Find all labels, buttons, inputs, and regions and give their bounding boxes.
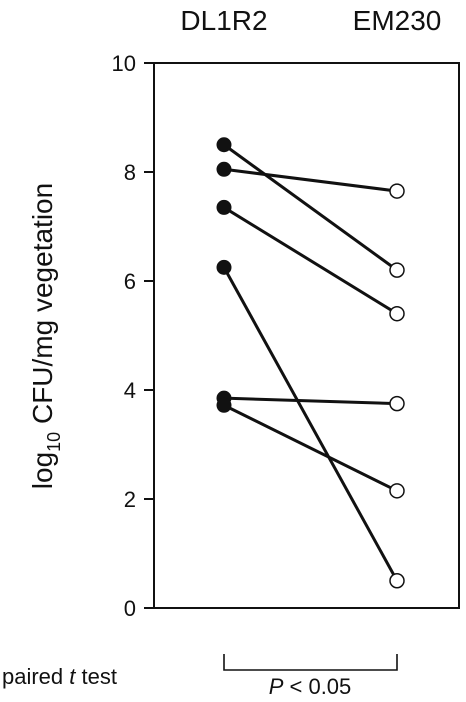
y-tick-label: 2 (124, 487, 136, 512)
point-em230 (389, 305, 405, 322)
test-label: paired t test (2, 664, 117, 689)
y-tick-label: 8 (124, 160, 136, 185)
point-em230 (389, 395, 405, 412)
pair-line (223, 206, 398, 315)
data-points (216, 137, 405, 589)
pair-line (223, 403, 398, 493)
column-label-dl1r2: DL1R2 (180, 5, 267, 36)
y-tick-label: 6 (124, 269, 136, 294)
point-em230 (389, 262, 405, 278)
point-dl1r2 (216, 199, 232, 215)
pair-line (222, 266, 399, 582)
point-em230 (389, 183, 405, 199)
significance-bracket (223, 654, 398, 671)
point-em230 (389, 483, 405, 499)
p-value: P < 0.05 (269, 674, 352, 699)
point-dl1r2 (216, 397, 232, 413)
y-tick-label: 0 (124, 596, 136, 621)
point-dl1r2 (216, 137, 232, 153)
pair-line (223, 396, 398, 406)
pair-line (223, 167, 398, 193)
y-tick-label: 4 (124, 378, 136, 403)
plot-frame (153, 62, 460, 609)
y-axis-label: log10 CFU/mg vegetation (27, 183, 64, 489)
point-dl1r2 (216, 161, 232, 177)
column-label-em230: EM230 (353, 5, 442, 36)
pair-line (223, 143, 398, 272)
y-axis: 0 2 4 6 8 10 (112, 51, 154, 621)
pair-lines (222, 143, 399, 582)
y-tick-label: 10 (112, 51, 136, 76)
point-em230 (389, 573, 405, 589)
point-dl1r2 (216, 259, 232, 275)
